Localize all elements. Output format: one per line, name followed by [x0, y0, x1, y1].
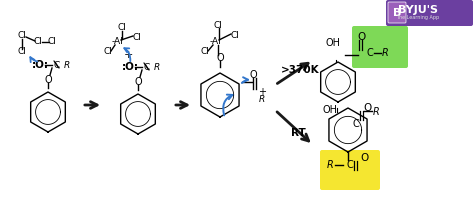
Text: :O:: :O:: [31, 60, 48, 70]
Text: R: R: [154, 62, 160, 71]
Text: Cl: Cl: [230, 30, 239, 39]
Text: R: R: [382, 48, 388, 58]
Text: Cl: Cl: [201, 48, 210, 57]
Text: Cl: Cl: [18, 30, 27, 39]
Text: Cl: Cl: [34, 37, 43, 47]
FancyBboxPatch shape: [320, 150, 380, 190]
Text: O: O: [216, 53, 224, 63]
Text: BYJU'S: BYJU'S: [398, 5, 438, 15]
Text: O: O: [358, 32, 366, 42]
Text: RT: RT: [291, 128, 305, 138]
Text: +: +: [258, 87, 266, 97]
Text: C: C: [353, 119, 359, 129]
Text: The Learning App: The Learning App: [396, 16, 439, 20]
Text: C: C: [346, 160, 354, 170]
Text: Cl: Cl: [214, 20, 222, 29]
Text: OH: OH: [326, 38, 340, 48]
Text: O: O: [364, 103, 372, 113]
Text: +: +: [123, 50, 133, 60]
Text: OH: OH: [322, 105, 337, 115]
Text: :O:: :O:: [121, 62, 138, 72]
Text: C: C: [54, 60, 60, 69]
Text: -Al: -Al: [111, 37, 123, 47]
Text: Cl: Cl: [133, 33, 141, 43]
Text: O: O: [361, 153, 369, 163]
Text: O: O: [134, 77, 142, 87]
Text: R: R: [327, 160, 333, 170]
Text: R: R: [259, 96, 265, 104]
Text: Cl: Cl: [118, 23, 127, 32]
FancyBboxPatch shape: [386, 0, 473, 26]
Text: Cl: Cl: [18, 48, 27, 57]
Text: B: B: [393, 8, 401, 18]
Text: O: O: [44, 75, 52, 85]
Text: R: R: [373, 107, 379, 117]
Text: O: O: [249, 70, 257, 80]
Text: Cl: Cl: [103, 48, 112, 57]
FancyBboxPatch shape: [388, 2, 406, 23]
Text: R: R: [64, 60, 70, 69]
Text: Cl: Cl: [47, 37, 56, 47]
Text: >370K: >370K: [281, 65, 319, 75]
Text: C: C: [144, 62, 150, 71]
Text: C: C: [366, 48, 374, 58]
Text: -Al: -Al: [209, 37, 221, 47]
FancyBboxPatch shape: [352, 26, 408, 68]
